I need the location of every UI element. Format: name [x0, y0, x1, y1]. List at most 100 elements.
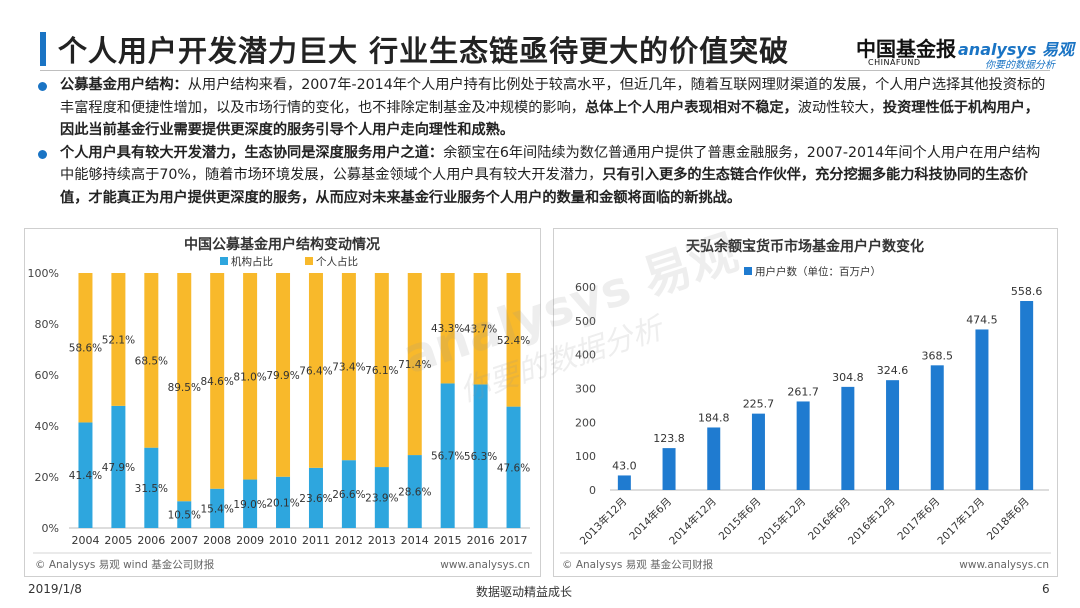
data-label: 19.0%: [233, 499, 266, 511]
data-label: 41.4%: [69, 470, 102, 482]
y-tick-label: 300: [575, 383, 596, 396]
footer-date: 2019/1/8: [28, 582, 82, 596]
data-label: 474.5: [966, 313, 998, 326]
bar-institution: [440, 383, 455, 528]
chinafund-logo: 中国基金报: [856, 37, 956, 61]
data-label: 20.1%: [266, 497, 299, 509]
y-tick-label: 100: [575, 450, 596, 463]
bar-users: [617, 475, 631, 490]
x-tick-label: 2015年12月: [756, 495, 808, 547]
x-tick-label: 2005: [104, 534, 132, 547]
footer-slogan: 数据驱动精益成长: [476, 585, 573, 599]
x-tick-label: 2009: [236, 534, 264, 547]
x-tick-label: 2008: [203, 534, 231, 547]
bar-individual: [341, 273, 356, 461]
data-label: 47.9%: [102, 462, 135, 474]
data-label: 43.7%: [464, 324, 497, 336]
data-label: 23.9%: [365, 493, 398, 505]
bar-individual: [177, 273, 192, 502]
chart-title: 天弘余额宝货币市场基金用户户数变化: [686, 238, 924, 255]
legend-label-1: 个人占比: [316, 255, 358, 268]
bullet-lead: 个人用户具有较大开发潜力，生态协同是深度服务用户之道：: [60, 144, 444, 161]
y-tick-label: 80%: [35, 318, 59, 331]
data-label: 261.7: [787, 385, 819, 398]
bar-institution: [506, 406, 521, 528]
chart-panel-user-structure: 中国公募基金用户结构变动情况 机构占比 个人占比 0% 20% 40% 60% 80% 100%…: [24, 228, 541, 577]
bar-institution: [144, 447, 159, 528]
bullet-emphasis: 只有引入更多的生态链合作伙伴，充分挖掘多能力科技协同的生态价值，才能真正为用户提…: [60, 167, 1028, 206]
data-label: 47.6%: [497, 462, 530, 474]
y-tick-label: 20%: [35, 471, 59, 484]
x-tick-label: 2016: [467, 534, 495, 547]
data-label: 52.4%: [497, 335, 530, 347]
data-label: 84.6%: [200, 376, 233, 388]
x-tick-label: 2006: [137, 534, 165, 547]
data-label: 43.0: [612, 459, 637, 472]
analysys-logo-slogan: 你要的数据分析: [985, 60, 1055, 71]
site-url: www.analysys.cn: [959, 559, 1049, 571]
bar-users: [662, 448, 676, 490]
chart-title: 中国公募基金用户结构变动情况: [184, 236, 380, 253]
data-label: 76.4%: [299, 365, 332, 377]
data-label: 15.4%: [200, 503, 233, 515]
bar-individual: [243, 273, 258, 480]
x-tick-label: 2017: [500, 534, 528, 547]
bullet-text: 余额宝在6年间陆续为数亿普通用户提供了普惠金融服务，2007-2014年间个人用…: [60, 144, 1041, 184]
bar-users: [707, 427, 721, 490]
y-tick-label: 100%: [28, 267, 59, 280]
data-label: 56.3%: [464, 451, 497, 463]
bullet-text: 从用户结构来看，2007年-2014年个人用户持有比例处于较高水平，但近几年，随…: [60, 77, 1046, 116]
x-tick-label: 2011: [302, 534, 330, 547]
data-label: 10.5%: [168, 510, 201, 522]
data-label: 324.6: [877, 364, 909, 377]
bar-institution: [407, 455, 422, 528]
x-tick-label: 2013年12月: [577, 495, 629, 547]
x-tick-label: 2016年12月: [845, 495, 897, 547]
bar-individual: [144, 273, 159, 448]
x-tick-label: 2016年6月: [805, 495, 853, 543]
x-tick-label: 2007: [170, 534, 198, 547]
y-tick-label: 400: [575, 349, 596, 362]
bar-institution: [341, 460, 356, 528]
data-label: 28.6%: [398, 487, 431, 499]
bar-individual: [308, 273, 323, 468]
bar-institution: [210, 488, 225, 528]
y-tick-label: 500: [575, 315, 596, 328]
x-tick-label: 2014年6月: [627, 495, 675, 543]
x-tick-label: 2004: [71, 534, 99, 547]
data-label: 76.1%: [365, 365, 398, 377]
title-accent-bar: [40, 32, 46, 66]
bar-users: [841, 386, 855, 490]
bar-users: [886, 380, 900, 490]
chinafund-logo-sub: CHINAFUND: [868, 58, 921, 67]
bar-institution: [177, 501, 192, 528]
source-note: © Analysys 易观 基金公司财报: [562, 558, 714, 571]
bullet-lead: 公募基金用户结构：: [60, 77, 188, 93]
bullet-dot-icon: [38, 82, 47, 91]
x-tick-label: 2014年12月: [666, 495, 718, 547]
data-label: 558.6: [1011, 285, 1043, 298]
legend-swatch-0: [744, 267, 752, 275]
bar-institution: [473, 384, 488, 528]
data-label: 43.3%: [431, 323, 464, 335]
bar-users: [1020, 301, 1034, 490]
data-label: 89.5%: [168, 382, 201, 394]
title-divider: [40, 70, 1050, 71]
data-label: 56.7%: [431, 451, 464, 463]
data-label: 79.9%: [266, 370, 299, 382]
bullet-emphasis: 总体上个人用户表现相对不稳定，: [584, 99, 798, 116]
bar-individual: [506, 273, 521, 407]
data-label: 58.6%: [69, 343, 102, 355]
data-label: 23.6%: [299, 493, 332, 505]
y-tick-label: 0%: [42, 522, 59, 535]
legend-label-0: 用户户数（单位：百万户）: [755, 265, 881, 278]
y-tick-label: 60%: [35, 369, 59, 382]
x-tick-label: 2018年6月: [984, 495, 1032, 543]
bar-individual: [473, 273, 488, 385]
x-tick-label: 2017年6月: [895, 495, 943, 543]
data-label: 31.5%: [135, 483, 168, 495]
y-tick-label: 0: [589, 484, 596, 497]
data-label: 81.0%: [233, 371, 266, 383]
data-label: 123.8: [653, 432, 685, 445]
